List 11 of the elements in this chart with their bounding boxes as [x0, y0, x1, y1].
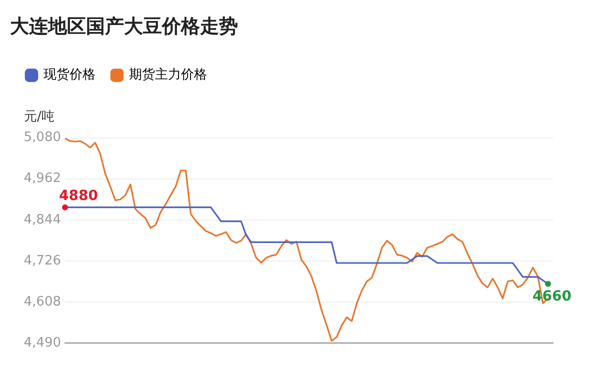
y-tick-label: 4,726 — [24, 253, 61, 268]
data-label: 4880 — [59, 188, 98, 204]
y-tick-label: 4,844 — [24, 212, 61, 228]
chart-title: 大连地区国产大豆价格走势 — [10, 15, 238, 38]
legend-label: 期货主力价格 — [129, 66, 207, 83]
legend-label: 现货价格 — [44, 68, 96, 83]
y-tick-label: 4,608 — [24, 294, 61, 310]
y-tick-label: 4,962 — [24, 171, 61, 186]
y-axis-title: 元/吨 — [24, 110, 54, 125]
y-tick-label: 4,490 — [24, 335, 61, 350]
y-tick-label: 5,080 — [24, 130, 61, 146]
